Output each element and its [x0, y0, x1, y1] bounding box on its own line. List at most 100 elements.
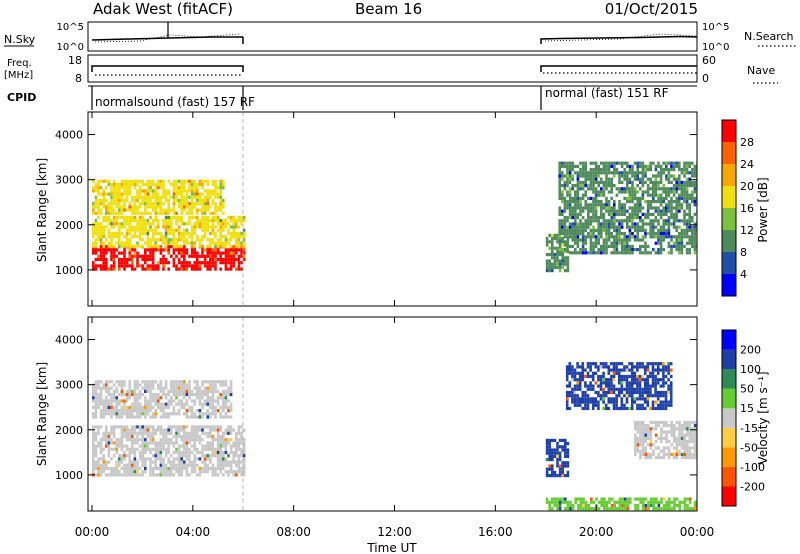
- power-cell: [216, 248, 220, 252]
- velocity-cell: [125, 412, 129, 416]
- power-cell: [222, 186, 225, 190]
- velocity-cell: [612, 374, 616, 379]
- velocity-cell: [597, 507, 601, 511]
- power-cell: [146, 241, 150, 245]
- power-cell: [678, 244, 681, 248]
- power-cell: [211, 189, 215, 193]
- velocity-cell: [686, 430, 689, 434]
- power-cell: [175, 179, 178, 183]
- velocity-cell: [643, 384, 647, 388]
- power-cell: [652, 219, 655, 223]
- velocity-cell: [634, 436, 637, 440]
- power-cell: [561, 193, 564, 197]
- power-cell: [628, 200, 632, 204]
- power-cell: [120, 205, 124, 209]
- power-cell: [675, 190, 678, 194]
- velocity-cell: [229, 402, 233, 406]
- power-cell: [110, 264, 113, 268]
- velocity-cell: [644, 440, 647, 444]
- power-cell: [229, 257, 233, 262]
- power-cell: [665, 203, 668, 207]
- power-cell: [649, 235, 652, 239]
- power-cell: [167, 261, 170, 265]
- power-cell: [667, 216, 671, 220]
- power-cell: [584, 184, 587, 188]
- power-cell: [665, 168, 668, 172]
- velocity-cell: [120, 447, 124, 451]
- velocity-cell: [620, 362, 624, 366]
- velocity-cell: [183, 463, 186, 467]
- velocity-cell: [219, 441, 222, 445]
- velocity-cell: [553, 497, 557, 501]
- velocity-cell: [146, 434, 150, 439]
- power-cell: [551, 246, 554, 250]
- velocity-cell: [115, 405, 118, 409]
- velocity-cell: [655, 500, 658, 504]
- power-cell: [589, 184, 593, 188]
- velocity-cell: [125, 431, 129, 435]
- velocity-cell: [678, 427, 681, 431]
- velocity-cell: [162, 460, 165, 464]
- power-cell: [180, 192, 183, 196]
- velocity-cell: [219, 447, 222, 451]
- velocity-cell: [242, 470, 246, 474]
- power-cell: [613, 216, 616, 220]
- power-cell: [125, 182, 129, 187]
- power-cell: [615, 248, 619, 252]
- velocity-cell: [151, 396, 155, 400]
- power-cell: [579, 209, 582, 213]
- velocity-cell: [120, 431, 124, 435]
- power-cell: [672, 206, 676, 210]
- power-cell: [558, 259, 562, 263]
- velocity-cell: [94, 389, 98, 393]
- velocity-cell: [592, 500, 596, 504]
- power-cell: [164, 257, 168, 262]
- power-cell: [605, 209, 608, 213]
- velocity-cell: [170, 473, 173, 477]
- power-cell: [175, 211, 178, 215]
- velocity-cell: [654, 390, 657, 395]
- velocity-cell: [123, 466, 126, 471]
- power-cell: [636, 228, 639, 232]
- power-cell: [561, 200, 564, 204]
- velocity-cell: [185, 383, 189, 387]
- velocity-cell: [102, 412, 105, 416]
- velocity-cell: [615, 397, 618, 401]
- power-cell: [657, 248, 660, 252]
- velocity-cell: [638, 378, 642, 382]
- power-cell: [670, 222, 673, 226]
- velocity-cell: [647, 424, 650, 428]
- velocity-cell: [662, 368, 665, 372]
- velocity-cell: [644, 446, 647, 450]
- velocity-cell: [133, 473, 137, 477]
- power-cell: [683, 190, 686, 194]
- velocity-cell: [125, 473, 129, 477]
- power-cell: [123, 241, 126, 245]
- power-cell: [154, 195, 157, 199]
- power-cell: [180, 264, 183, 268]
- power-cell: [151, 179, 155, 183]
- velocity-cell: [177, 460, 181, 464]
- power-cell: [600, 251, 603, 255]
- power-cell: [592, 248, 595, 252]
- power-cell: [685, 161, 689, 165]
- power-cell: [144, 231, 147, 235]
- power-cell: [691, 161, 694, 165]
- velocity-cell: [92, 405, 95, 409]
- velocity-cell: [146, 412, 150, 416]
- power-ylabel: Slant Range [km]: [35, 158, 49, 262]
- velocity-cell: [625, 368, 629, 372]
- power-cell: [620, 222, 624, 226]
- velocity-cell: [203, 447, 207, 451]
- power-cell: [665, 212, 668, 216]
- power-cell: [227, 215, 230, 219]
- velocity-cell: [638, 387, 642, 391]
- power-cell: [672, 235, 676, 239]
- velocity-cell: [227, 441, 230, 445]
- power-cell: [203, 228, 207, 232]
- power-cell: [183, 257, 186, 262]
- power-cell: [120, 222, 124, 226]
- velocity-cell: [693, 443, 697, 447]
- power-cell: [172, 208, 176, 212]
- power-cell: [183, 248, 186, 252]
